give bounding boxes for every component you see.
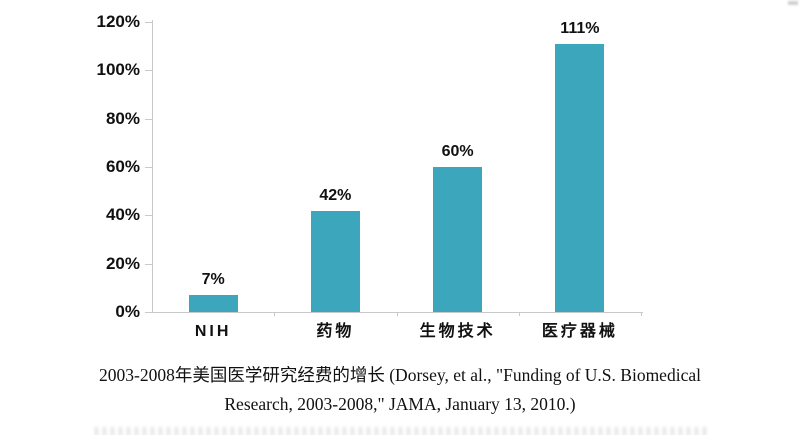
category-label: 生物技术 [419, 323, 496, 340]
y-tick-label: 40% [105, 205, 140, 225]
chart-caption: 2003-2008年美国医学研究经费的增长 (Dorsey, et al., "… [0, 361, 800, 419]
y-tick-label: 100% [96, 60, 140, 80]
x-tick-mark [396, 312, 398, 316]
y-tick-label: 80% [105, 108, 140, 128]
y-axis-line [152, 20, 153, 312]
y-tick-label: 60% [105, 157, 140, 176]
y-tick-label: 20% [105, 253, 140, 273]
cropped-text-bottom [95, 427, 710, 435]
category-label: 医疗器械 [541, 323, 618, 340]
y-tick-mark [145, 22, 152, 23]
y-tick-mark [145, 312, 152, 313]
y-tick-label: 0% [115, 302, 140, 321]
y-tick-label: 120% [96, 12, 140, 31]
x-axis-line [152, 312, 643, 313]
y-tick-mark [145, 70, 152, 72]
cropped-text-corner [788, 1, 798, 5]
y-tick-mark [145, 167, 152, 168]
bar-value-label: 60% [441, 143, 474, 160]
bar-nih [188, 295, 238, 312]
y-tick-mark [145, 215, 152, 217]
bar-value-label: 111% [560, 19, 600, 37]
y-tick-mark [145, 263, 152, 265]
y-tick-mark [145, 118, 152, 120]
caption-line-2: Research, 2003-2008," JAMA, January 13, … [224, 394, 576, 414]
x-tick-mark [274, 312, 276, 316]
bar-value-label: 42% [319, 186, 352, 204]
bar-value-label: 7% [201, 271, 225, 289]
category-label: 药物 [316, 323, 355, 340]
category-label: NIH [194, 323, 232, 340]
x-tick-mark [518, 312, 520, 316]
bar-category-3 [555, 43, 605, 312]
bar-category-2 [433, 167, 483, 312]
x-tick-mark [641, 312, 642, 316]
bar-category-1 [310, 210, 360, 312]
caption-line-1: 2003-2008年美国医学研究经费的增长 (Dorsey, et al., "… [99, 365, 701, 385]
